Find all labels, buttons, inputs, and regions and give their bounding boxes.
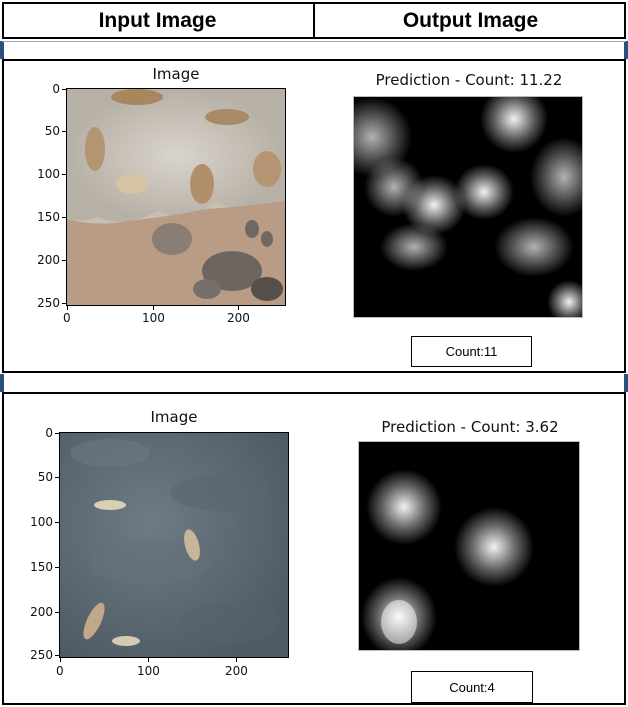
row-2-input-ytick bbox=[55, 612, 59, 613]
row-1-input-xtick-label: 200 bbox=[227, 311, 250, 325]
row-1-input-xtick-label: 0 bbox=[63, 311, 71, 325]
row-2-input-xtick-label: 200 bbox=[225, 664, 248, 678]
row-2-input-xtick bbox=[236, 658, 237, 662]
row-2-input-ytick-label: 0 bbox=[45, 426, 53, 440]
row-1-input-ytick bbox=[62, 131, 66, 132]
side-mark-left-top bbox=[0, 41, 4, 59]
row-2-input-ytick bbox=[55, 522, 59, 523]
row-2-input-xtick-label: 100 bbox=[137, 664, 160, 678]
row-1-input-ytick-label: 100 bbox=[37, 167, 60, 181]
row-1-input-ytick-label: 150 bbox=[37, 210, 60, 224]
row-2-input-ytick-label: 100 bbox=[30, 515, 53, 529]
input-image-header: Input Image bbox=[98, 9, 217, 32]
row-2-input-ytick-label: 250 bbox=[30, 648, 53, 662]
row-1-input-xtick bbox=[67, 306, 68, 310]
output-image-header: Output Image bbox=[402, 9, 539, 32]
density-heatmap bbox=[354, 97, 582, 317]
row-2-input-ytick-label: 200 bbox=[30, 605, 53, 619]
row-1-input-xtick-label: 100 bbox=[142, 311, 165, 325]
row-2-input-ytick bbox=[55, 655, 59, 656]
row-1-input-ytick bbox=[62, 303, 66, 304]
header-divider bbox=[313, 2, 315, 39]
row-1-count-box: Count:11 bbox=[411, 336, 532, 367]
row-2-input-ytick bbox=[55, 433, 59, 434]
row-2-count-box: Count:4 bbox=[411, 671, 533, 703]
row-2-input-plot-title: Image bbox=[150, 408, 198, 426]
side-mark-right-top bbox=[624, 41, 628, 59]
row-1-density-map bbox=[353, 96, 583, 318]
row-2-input-ytick bbox=[55, 567, 59, 568]
row-2-input-ytick-label: 50 bbox=[37, 470, 53, 484]
row-1-input-ytick bbox=[62, 89, 66, 90]
row-1-input-image bbox=[66, 88, 286, 306]
row-1-input-xtick bbox=[238, 306, 239, 310]
row-2-input-ytick-label: 150 bbox=[30, 560, 53, 574]
row-2-input-xtick-label: 0 bbox=[56, 664, 64, 678]
side-mark-right-mid bbox=[624, 374, 628, 392]
sea-lion-water-photo bbox=[60, 433, 288, 657]
row-1-input-ytick bbox=[62, 217, 66, 218]
row-2-input-ytick bbox=[55, 477, 59, 478]
row-2-input-xtick bbox=[148, 658, 149, 662]
row-1-input-ytick bbox=[62, 260, 66, 261]
row-2-input-xtick bbox=[60, 658, 61, 662]
sea-lion-rock-photo bbox=[67, 89, 285, 305]
row-1-input-ytick-label: 200 bbox=[37, 253, 60, 267]
row-2-prediction-title: Prediction - Count: 3.62 bbox=[381, 418, 559, 436]
side-mark-left-mid bbox=[0, 374, 4, 392]
row-1-input-xtick bbox=[153, 306, 154, 310]
row-1-input-ytick bbox=[62, 174, 66, 175]
row-2-input-image bbox=[59, 432, 289, 658]
row-1-input-plot-title: Image bbox=[152, 65, 200, 83]
row-2-density-map bbox=[358, 441, 580, 651]
row-1-prediction-title: Prediction - Count: 11.22 bbox=[375, 71, 563, 89]
row-1-input-ytick-label: 0 bbox=[52, 82, 60, 96]
thin-rule-top bbox=[2, 41, 626, 42]
row-1-input-ytick-label: 50 bbox=[44, 124, 60, 138]
row-1-input-ytick-label: 250 bbox=[37, 296, 60, 310]
density-heatmap bbox=[359, 442, 579, 650]
